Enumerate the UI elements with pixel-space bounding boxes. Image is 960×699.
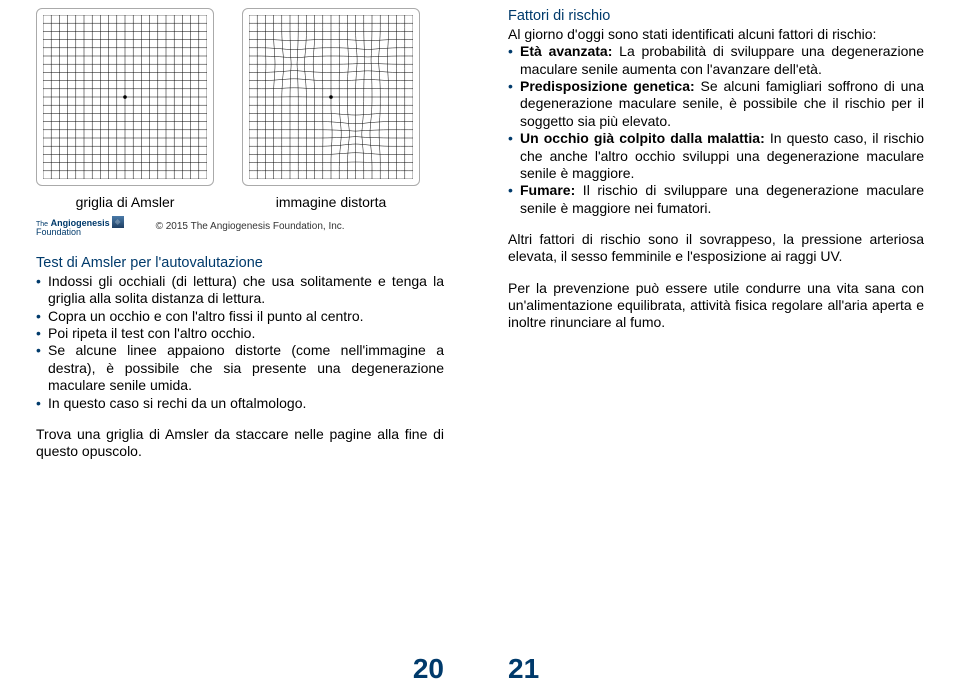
foundation-sub: Foundation xyxy=(36,227,81,237)
amsler-grid-normal xyxy=(36,8,214,186)
list-item: Se alcune linee appaiono distorte (come … xyxy=(36,342,444,394)
list-item-lead: Un occhio già colpito dalla malattia: xyxy=(520,130,765,146)
foundation-logo: The Angiogenesis Foundation xyxy=(36,216,124,237)
list-item: Indossi gli occhiali (di lettura) che us… xyxy=(36,273,444,308)
amsler-grid-distorted xyxy=(242,8,420,186)
page-number-right: 21 xyxy=(508,653,539,685)
list-item-lead: Età avanzata: xyxy=(520,43,612,59)
list-item: Fumare: Il rischio di sviluppare una deg… xyxy=(508,182,924,217)
left-section-title: Test di Amsler per l'autovalutazione xyxy=(36,255,444,271)
caption-normal: griglia di Amsler xyxy=(36,194,214,210)
left-bullet-list: Indossi gli occhiali (di lettura) che us… xyxy=(36,273,444,412)
right-bullet-list: Età avanzata: La probabilità di sviluppa… xyxy=(508,43,924,217)
list-item: In questo caso si rechi da un oftalmolog… xyxy=(36,395,444,412)
caption-distorted: immagine distorta xyxy=(242,194,420,210)
amsler-grid-normal-svg xyxy=(43,15,207,179)
copyright-text: © 2015 The Angiogenesis Foundation, Inc. xyxy=(136,221,444,232)
list-item: Poi ripeta il test con l'altro occhio. xyxy=(36,325,444,342)
right-paragraph-2: Altri fattori di rischio sono il sovrapp… xyxy=(508,231,924,266)
list-item-lead: Predisposizione genetica: xyxy=(520,78,695,94)
list-item-lead: Fumare: xyxy=(520,182,575,198)
foundation-logo-icon xyxy=(112,216,124,228)
right-section-title: Fattori di rischio xyxy=(508,8,924,24)
list-item: Predisposizione genetica: Se alcuni fami… xyxy=(508,78,924,130)
page-number-left: 20 xyxy=(413,653,444,685)
right-intro: Al giorno d'oggi sono stati identificati… xyxy=(508,26,924,43)
list-item: Copra un occhio e con l'altro fissi il p… xyxy=(36,308,444,325)
list-item: Età avanzata: La probabilità di sviluppa… xyxy=(508,43,924,78)
list-item: Un occhio già colpito dalla malattia: In… xyxy=(508,130,924,182)
right-paragraph-3: Per la prevenzione può essere utile cond… xyxy=(508,280,924,332)
amsler-grid-distorted-svg xyxy=(249,15,413,179)
left-closing-paragraph: Trova una griglia di Amsler da staccare … xyxy=(36,426,444,461)
